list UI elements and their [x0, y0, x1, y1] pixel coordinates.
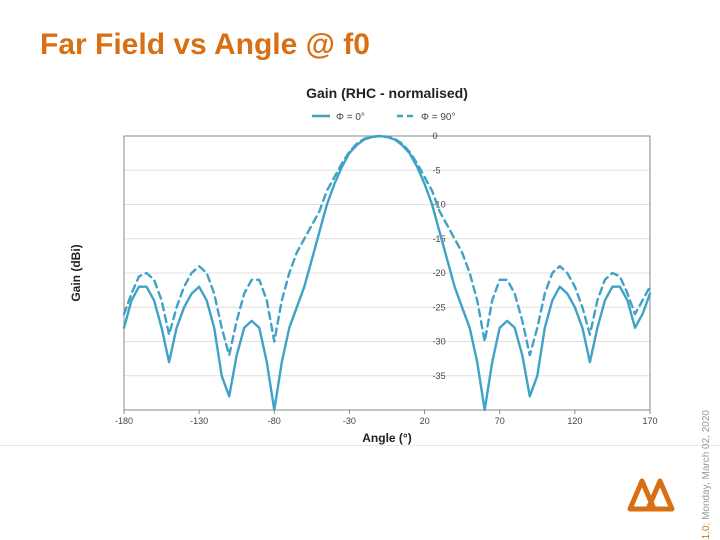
legend-label: Φ = 90°	[421, 112, 456, 123]
y-tick-label: -20	[433, 268, 446, 278]
x-tick-label: -180	[115, 416, 133, 426]
y-tick-label: 0	[433, 131, 438, 141]
page-title: Far Field vs Angle @ f0	[40, 28, 370, 62]
x-tick-label: 20	[420, 416, 430, 426]
divider	[0, 445, 720, 446]
footer-note: Antenna Magus 10.1.0: Monday, March 02, …	[701, 410, 712, 540]
y-tick-label: -5	[433, 165, 441, 175]
y-tick-label: -25	[433, 302, 446, 312]
x-tick-label: -130	[190, 416, 208, 426]
x-axis-label: Angle (°)	[362, 431, 411, 445]
y-tick-label: -30	[433, 337, 446, 347]
footer-date: Monday, March 02, 2020	[701, 410, 712, 520]
x-tick-label: 120	[567, 416, 582, 426]
software-version: Antenna Magus 10.1.0	[701, 525, 712, 540]
x-tick-label: -30	[343, 416, 356, 426]
legend-label: Φ = 0°	[336, 112, 365, 123]
gain-chart: -35-30-25-20-15-10-50-180-130-80-3020701…	[50, 80, 670, 460]
logo	[624, 473, 680, 518]
y-tick-label: -10	[433, 200, 446, 210]
chart-title: Gain (RHC - normalised)	[306, 85, 468, 101]
y-axis-label: Gain (dBi)	[69, 244, 83, 301]
y-tick-label: -35	[433, 371, 446, 381]
x-tick-label: 70	[495, 416, 505, 426]
x-tick-label: -80	[268, 416, 281, 426]
x-tick-label: 170	[642, 416, 657, 426]
